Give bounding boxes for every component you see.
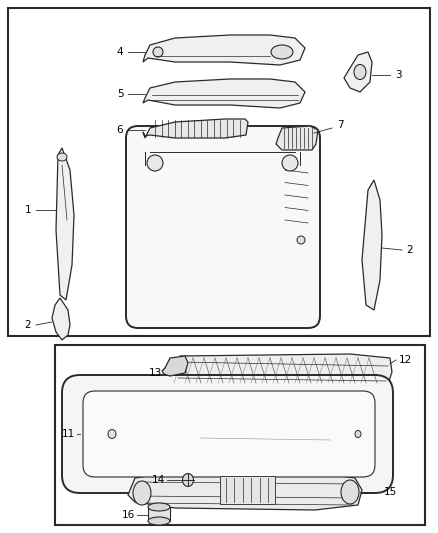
Text: 6: 6 — [117, 125, 124, 135]
Text: 12: 12 — [399, 355, 412, 365]
Polygon shape — [143, 79, 305, 108]
Polygon shape — [276, 126, 318, 150]
Polygon shape — [128, 472, 362, 510]
Ellipse shape — [183, 473, 194, 487]
Bar — [148, 507, 170, 521]
Polygon shape — [344, 52, 372, 92]
Text: 14: 14 — [152, 475, 165, 485]
Bar — [55, 345, 425, 525]
Text: 1: 1 — [25, 205, 31, 215]
Text: 13: 13 — [148, 368, 162, 378]
Ellipse shape — [355, 431, 361, 438]
Text: 2: 2 — [25, 320, 31, 330]
Ellipse shape — [354, 64, 366, 79]
Text: 7: 7 — [337, 120, 343, 130]
Polygon shape — [56, 148, 74, 300]
FancyBboxPatch shape — [83, 391, 375, 477]
FancyBboxPatch shape — [126, 126, 320, 328]
Ellipse shape — [147, 155, 163, 171]
Ellipse shape — [148, 503, 170, 511]
Polygon shape — [52, 298, 70, 340]
Text: 3: 3 — [395, 70, 401, 80]
Text: 4: 4 — [117, 47, 124, 57]
Polygon shape — [168, 354, 392, 385]
Text: 5: 5 — [117, 89, 124, 99]
Text: 16: 16 — [121, 510, 134, 520]
Bar — [220, 476, 275, 504]
Text: 15: 15 — [383, 487, 397, 497]
Polygon shape — [143, 35, 305, 65]
Polygon shape — [143, 119, 248, 138]
Ellipse shape — [133, 481, 151, 505]
Text: 11: 11 — [61, 429, 74, 439]
FancyBboxPatch shape — [62, 375, 393, 493]
Ellipse shape — [153, 47, 163, 57]
Polygon shape — [162, 356, 188, 376]
Ellipse shape — [341, 480, 359, 504]
Ellipse shape — [282, 155, 298, 171]
Ellipse shape — [271, 45, 293, 59]
Polygon shape — [362, 180, 382, 310]
Ellipse shape — [57, 153, 67, 161]
Bar — [8, 8, 430, 336]
Ellipse shape — [108, 430, 116, 439]
Text: 2: 2 — [407, 245, 413, 255]
Ellipse shape — [148, 517, 170, 525]
Ellipse shape — [297, 236, 305, 244]
